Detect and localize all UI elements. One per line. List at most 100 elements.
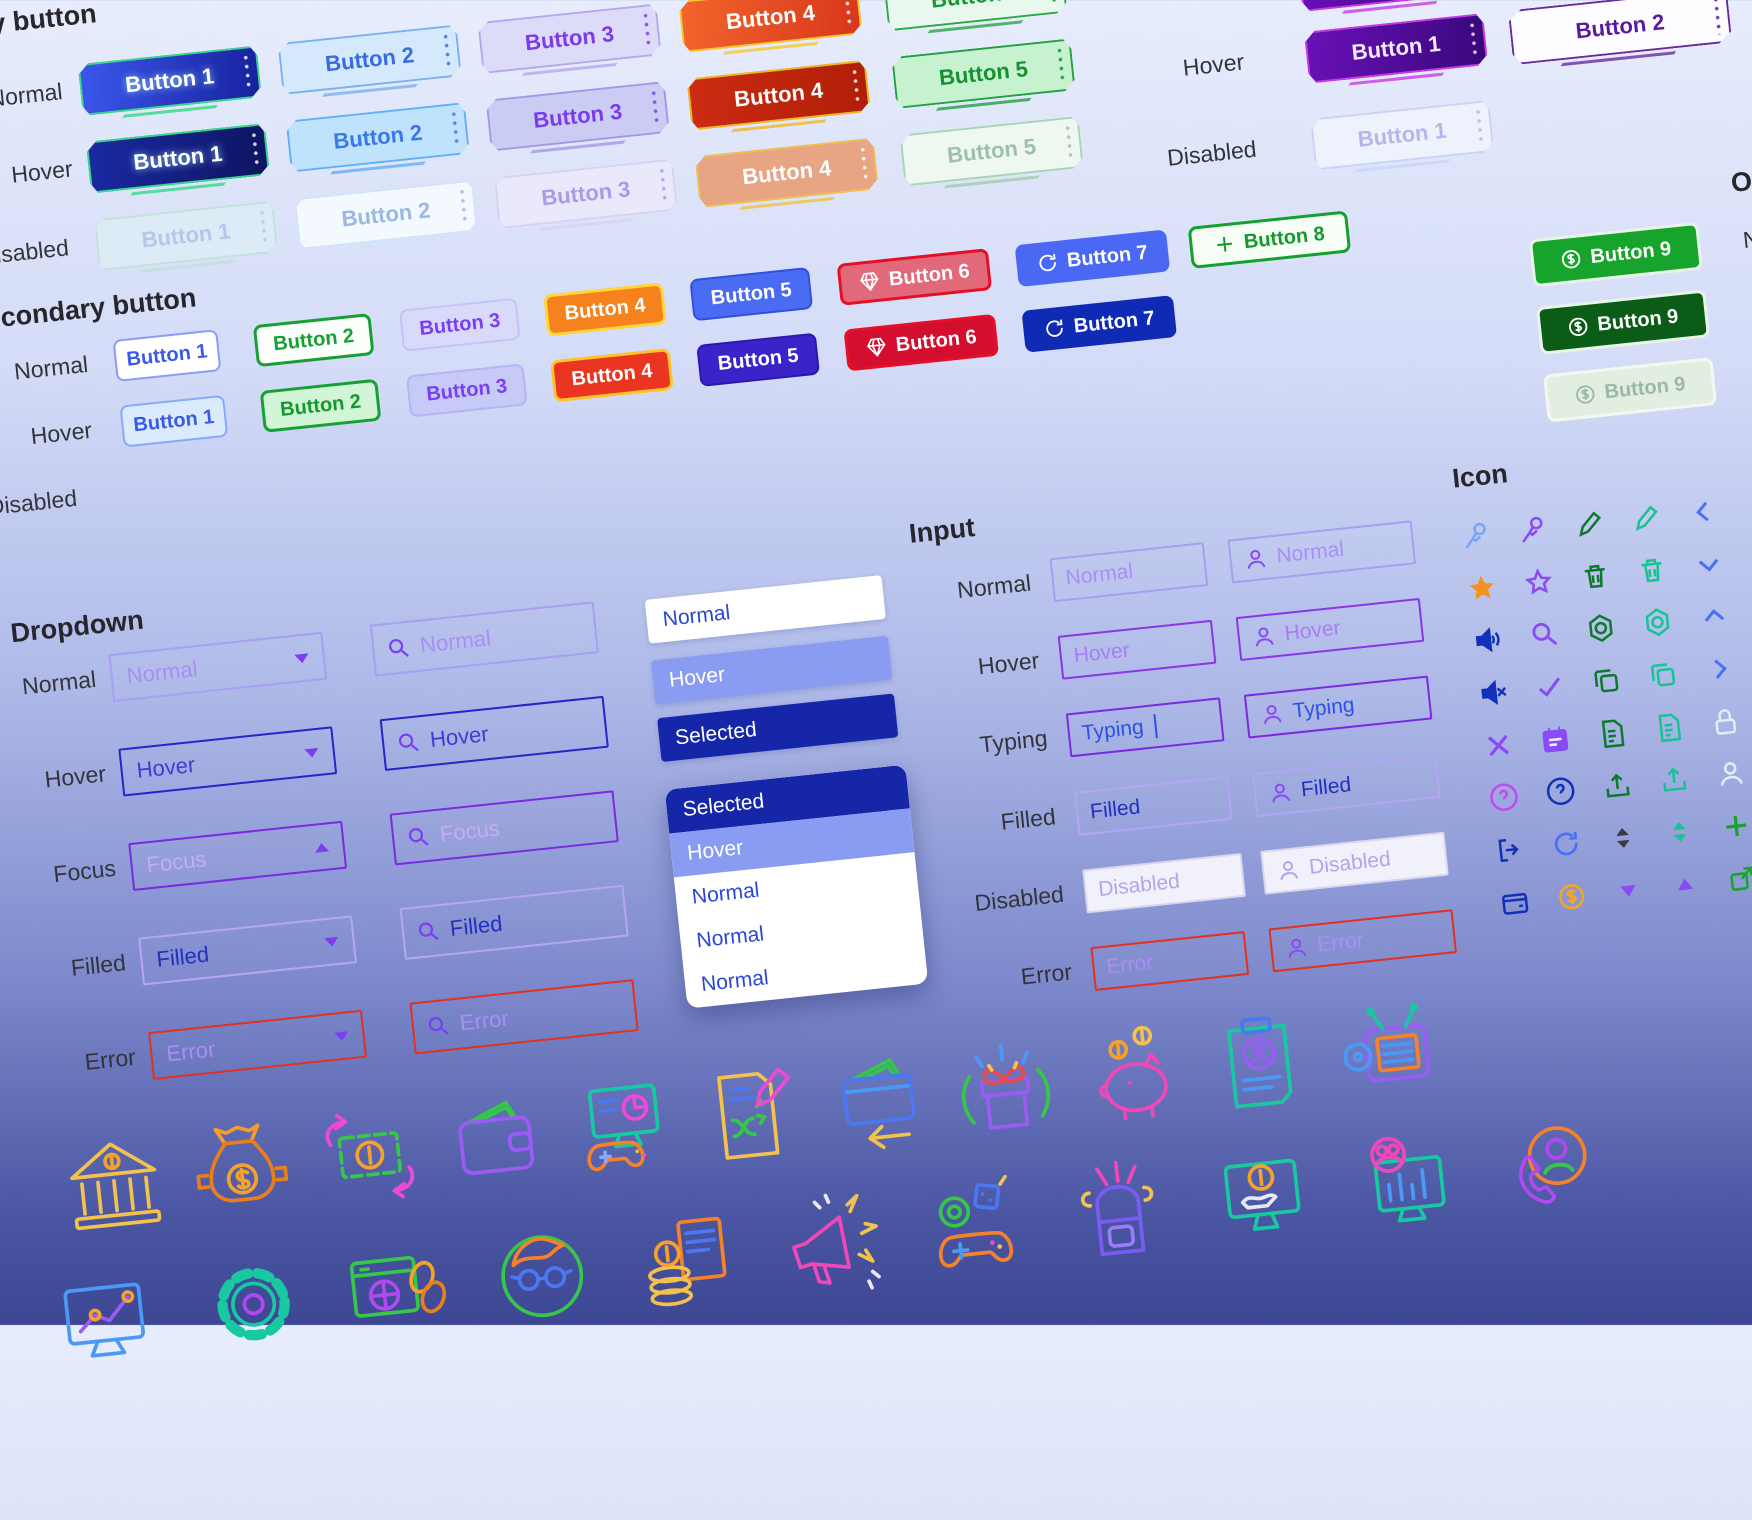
- speaker-mute-icon[interactable]: [1477, 676, 1510, 709]
- button-9-hover[interactable]: Button 9: [1535, 289, 1711, 355]
- close-icon[interactable]: [1482, 729, 1515, 762]
- person-icon[interactable]: [1714, 757, 1747, 790]
- hexagon-nut-icon[interactable]: [1641, 606, 1674, 639]
- secondary-button-2-hover[interactable]: Button 2: [259, 378, 382, 433]
- triangle-down-icon[interactable]: [1612, 874, 1645, 907]
- accent-button-1-disabled[interactable]: Button 1: [1310, 100, 1494, 171]
- primary-button-3-hover[interactable]: Button 3: [485, 81, 669, 152]
- primary-button-4-hover[interactable]: Button 4: [686, 60, 870, 131]
- input-typing[interactable]: Typing: [1065, 697, 1225, 758]
- dropdown-search-focus[interactable]: Focus: [389, 790, 619, 866]
- dropdown-select-error[interactable]: Error: [148, 1009, 367, 1080]
- dropdown-search-normal[interactable]: Normal: [369, 601, 599, 677]
- dropdown-select-normal[interactable]: Normal: [108, 631, 328, 703]
- primary-button-1-normal[interactable]: Button 1: [78, 45, 262, 116]
- primary-button-5-normal[interactable]: Button 5: [883, 0, 1067, 31]
- logout-icon[interactable]: [1493, 833, 1526, 866]
- check-icon[interactable]: [1533, 670, 1566, 703]
- accent-button-2-hover[interactable]: Button 2: [1508, 0, 1733, 65]
- secondary-button-6-normal[interactable]: Button 6: [836, 248, 993, 306]
- chevron-left-icon[interactable]: [1687, 495, 1720, 528]
- secondary-button-7-normal[interactable]: Button 7: [1014, 229, 1171, 288]
- primary-button-3-normal[interactable]: Button 3: [477, 3, 661, 74]
- trash-icon[interactable]: [1579, 560, 1612, 593]
- primary-button-2-hover[interactable]: Button 2: [286, 102, 470, 173]
- option-hover[interactable]: Hover: [651, 635, 893, 705]
- input-user-filled[interactable]: Filled: [1252, 754, 1441, 818]
- sort-arrows-icon[interactable]: [1606, 822, 1639, 855]
- primary-button-4-normal[interactable]: Button 4: [678, 0, 862, 53]
- button-9-normal[interactable]: Button 9: [1528, 221, 1703, 288]
- dropdown-select-hover[interactable]: Hover: [118, 726, 338, 797]
- search-icon[interactable]: [1528, 618, 1561, 651]
- primary-button-5-hover[interactable]: Button 5: [891, 38, 1075, 109]
- secondary-button-1-normal[interactable]: Button 1: [112, 329, 222, 382]
- upload-icon[interactable]: [1601, 769, 1634, 802]
- secondary-button-4-normal[interactable]: Button 4: [543, 282, 667, 337]
- dropdown-search-error[interactable]: Error: [409, 979, 639, 1055]
- option-selected[interactable]: Selected: [657, 693, 899, 763]
- lock-icon[interactable]: [1709, 705, 1742, 738]
- question-circle-icon[interactable]: [1544, 775, 1577, 808]
- button-9-disabled[interactable]: Button 9: [1543, 357, 1718, 423]
- input-error[interactable]: Error: [1090, 931, 1250, 992]
- document-icon[interactable]: [1595, 717, 1628, 750]
- hexagon-nut-icon[interactable]: [1584, 612, 1617, 645]
- dropdown-select-focus[interactable]: Focus: [128, 820, 348, 891]
- option-normal[interactable]: Normal: [644, 575, 886, 644]
- input-user-normal[interactable]: Normal: [1227, 520, 1417, 584]
- primary-button-2-normal[interactable]: Button 2: [277, 24, 461, 95]
- triangle-up-icon[interactable]: [1669, 868, 1702, 901]
- calendar-icon[interactable]: [1539, 723, 1572, 756]
- secondary-button-3-normal[interactable]: Button 3: [398, 297, 521, 352]
- secondary-button-7-hover[interactable]: Button 7: [1021, 295, 1178, 353]
- star-outline-icon[interactable]: [1522, 566, 1555, 599]
- input-user-disabled[interactable]: Disabled: [1260, 831, 1449, 895]
- upload-icon[interactable]: [1658, 763, 1691, 796]
- secondary-button-6-hover[interactable]: Button 6: [843, 313, 1000, 372]
- chevron-right-icon[interactable]: [1703, 652, 1736, 685]
- secondary-button-5-hover[interactable]: Button 5: [696, 332, 821, 387]
- secondary-button-5-normal[interactable]: Button 5: [689, 266, 814, 322]
- wallet-icon[interactable]: [1499, 886, 1532, 919]
- input-user-error[interactable]: Error: [1268, 909, 1457, 973]
- dropdown-search-hover[interactable]: Hover: [379, 695, 609, 772]
- secondary-button-2-normal[interactable]: Button 2: [252, 313, 375, 368]
- primary-button-1-hover[interactable]: Button 1: [86, 123, 270, 194]
- sort-arrows-icon[interactable]: [1663, 816, 1696, 849]
- chevron-down-icon[interactable]: [1692, 548, 1725, 581]
- secondary-button-8-normal[interactable]: Button 8: [1187, 210, 1352, 269]
- accent-button-1-normal[interactable]: Button 1: [1297, 0, 1481, 12]
- input-user-hover[interactable]: Hover: [1235, 597, 1425, 662]
- secondary-button-4-hover[interactable]: Button 4: [550, 347, 674, 403]
- star-filled-icon[interactable]: [1466, 572, 1499, 605]
- chevron-up-icon[interactable]: [1698, 600, 1731, 633]
- trash-icon[interactable]: [1636, 554, 1669, 587]
- accent-button-1-hover[interactable]: Button 1: [1304, 13, 1488, 84]
- secondary-button-1-hover[interactable]: Button 1: [119, 394, 229, 448]
- copy-icon[interactable]: [1590, 664, 1623, 697]
- export-icon[interactable]: [1725, 862, 1752, 895]
- pencil-icon[interactable]: [1573, 507, 1606, 540]
- refresh-icon[interactable]: [1550, 827, 1583, 860]
- document-icon[interactable]: [1652, 711, 1685, 744]
- input-hover[interactable]: Hover: [1057, 619, 1217, 680]
- speaker-icon[interactable]: [1471, 624, 1504, 657]
- dollar-coin-icon[interactable]: [1555, 880, 1588, 913]
- primary-button-3-disabled[interactable]: Button 3: [494, 159, 678, 230]
- pushpin-icon[interactable]: [1517, 513, 1550, 546]
- pushpin-icon[interactable]: [1460, 519, 1493, 552]
- pencil-icon[interactable]: [1630, 501, 1663, 534]
- primary-button-5-disabled[interactable]: Button 5: [899, 116, 1083, 187]
- dropdown-select-filled[interactable]: Filled: [138, 915, 358, 986]
- primary-button-4-disabled[interactable]: Button 4: [695, 137, 879, 208]
- input-normal[interactable]: Normal: [1049, 542, 1209, 603]
- copy-icon[interactable]: [1647, 658, 1680, 691]
- primary-button-2-disabled[interactable]: Button 2: [294, 180, 478, 251]
- question-circle-icon[interactable]: [1487, 781, 1520, 814]
- input-disabled[interactable]: Disabled: [1082, 852, 1246, 914]
- plus-icon[interactable]: [1720, 810, 1752, 843]
- dropdown-search-filled[interactable]: Filled: [399, 884, 629, 960]
- input-filled[interactable]: Filled: [1074, 775, 1233, 836]
- secondary-button-3-hover[interactable]: Button 3: [405, 363, 528, 418]
